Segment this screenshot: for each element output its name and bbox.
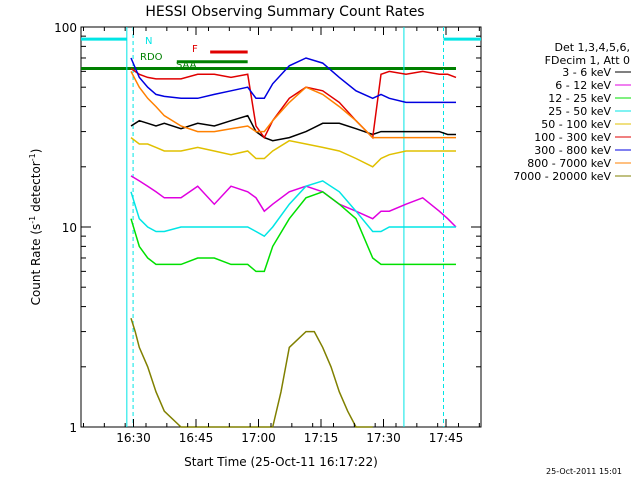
series-line-7 xyxy=(130,71,456,139)
plot-area: N RDO F SAA xyxy=(80,26,482,428)
legend-label: 3 - 6 keV xyxy=(562,66,611,79)
annotation-layer: N RDO F SAA xyxy=(140,36,198,71)
legend-header-line-2: FDecim 1, Att 0 xyxy=(545,54,630,67)
series-layer xyxy=(81,27,481,428)
legend-label: 7000 - 20000 keV xyxy=(513,170,611,183)
series-line-3 xyxy=(130,180,456,238)
legend-label: 6 - 12 keV xyxy=(555,79,611,92)
y-axis-label-sup2: -1 xyxy=(28,153,37,161)
series-line-4 xyxy=(130,137,456,168)
series-line-5 xyxy=(130,67,457,140)
series-line-0 xyxy=(130,114,456,142)
x-tick-label: 16:30 xyxy=(116,431,151,445)
y-axis-label: Count Rate (s-1 detector-1) xyxy=(28,149,43,306)
y-axis-ticks: 100 10 1 xyxy=(54,21,481,435)
annotation-rdo-label: RDO xyxy=(140,52,163,63)
legend-label: 100 - 300 keV xyxy=(534,131,611,144)
legend-label: 800 - 7000 keV xyxy=(527,157,611,170)
legend-label: 50 - 100 keV xyxy=(541,118,611,131)
y-tick-label: 1 xyxy=(69,421,77,435)
legend-label: 25 - 50 keV xyxy=(548,105,611,118)
series-line-6 xyxy=(130,57,456,104)
y-axis-label-end: ) xyxy=(29,149,43,154)
x-axis-label: Start Time (25-Oct-11 16:17:22) xyxy=(184,455,378,469)
annotation-saa-label: SAA xyxy=(176,60,197,71)
x-tick-label: 17:15 xyxy=(304,431,339,445)
series-line-2 xyxy=(130,190,456,273)
y-tick-label: 10 xyxy=(62,221,77,235)
x-axis-ticks: 16:30 16:45 17:00 17:15 17:30 17:45 xyxy=(83,27,480,445)
y-axis-label-mid: detector xyxy=(29,161,43,216)
timestamp: 25-Oct-2011 15:01 xyxy=(546,467,622,476)
legend-label: 300 - 800 keV xyxy=(534,144,611,157)
series-line-1 xyxy=(130,175,457,228)
annotation-n-label: N xyxy=(145,36,152,47)
legend-header-line-1: Det 1,3,4,5,6, xyxy=(554,41,630,54)
x-tick-label: 17:30 xyxy=(366,431,401,445)
legend-label: 12 - 25 keV xyxy=(548,92,611,105)
x-tick-label: 17:00 xyxy=(241,431,276,445)
chart-title: HESSI Observing Summary Count Rates xyxy=(145,4,424,20)
x-tick-label: 17:45 xyxy=(429,431,464,445)
y-axis-label-sup1: -1 xyxy=(28,216,37,224)
legend: Det 1,3,4,5,6, FDecim 1, Att 0 3 - 6 keV… xyxy=(513,41,631,183)
y-axis-label-main: Count Rate (s xyxy=(29,224,43,306)
x-tick-label: 16:45 xyxy=(179,431,214,445)
annotation-f-label: F xyxy=(192,44,198,55)
y-tick-label: 100 xyxy=(54,21,77,35)
series-line-8 xyxy=(130,317,373,428)
